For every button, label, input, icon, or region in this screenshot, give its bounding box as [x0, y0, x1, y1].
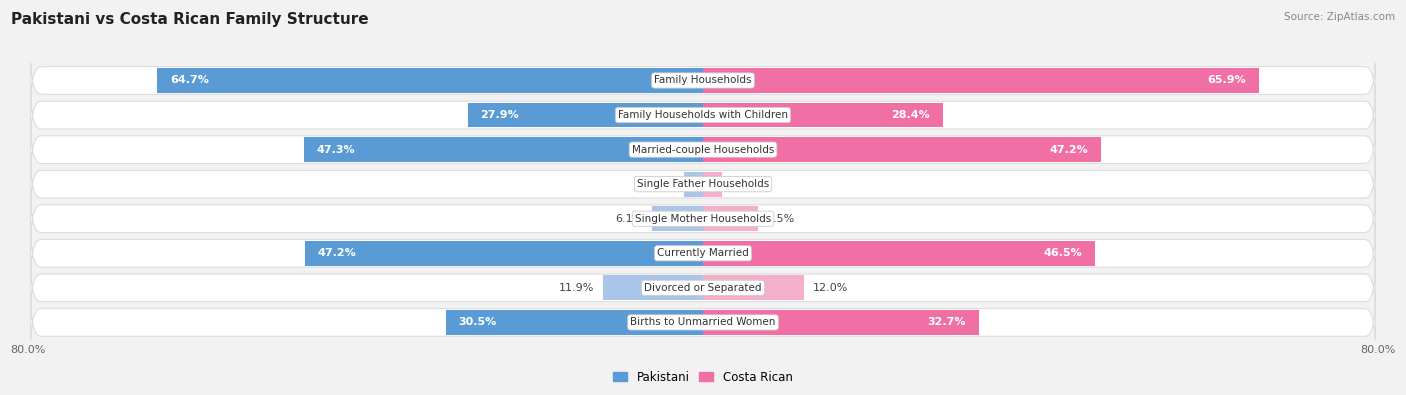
Legend: Pakistani, Costa Rican: Pakistani, Costa Rican: [613, 371, 793, 384]
Text: 12.0%: 12.0%: [813, 283, 848, 293]
Text: 65.9%: 65.9%: [1208, 75, 1246, 85]
FancyBboxPatch shape: [31, 191, 1375, 246]
FancyBboxPatch shape: [31, 122, 1375, 177]
FancyBboxPatch shape: [31, 156, 1375, 212]
Text: Single Mother Households: Single Mother Households: [636, 214, 770, 224]
Text: Divorced or Separated: Divorced or Separated: [644, 283, 762, 293]
Text: 46.5%: 46.5%: [1043, 248, 1083, 258]
Bar: [703, 275, 804, 300]
Bar: [446, 310, 703, 335]
Text: 47.2%: 47.2%: [1050, 145, 1088, 154]
FancyBboxPatch shape: [31, 53, 1375, 108]
Text: Family Households: Family Households: [654, 75, 752, 85]
Bar: [468, 103, 703, 128]
Text: 32.7%: 32.7%: [928, 318, 966, 327]
Bar: [703, 137, 1101, 162]
Text: 27.9%: 27.9%: [481, 110, 519, 120]
Text: Births to Unmarried Women: Births to Unmarried Women: [630, 318, 776, 327]
Text: 28.4%: 28.4%: [891, 110, 929, 120]
Bar: [703, 172, 723, 197]
Bar: [703, 241, 1095, 266]
Text: 47.3%: 47.3%: [316, 145, 356, 154]
Bar: [651, 206, 703, 231]
Text: Currently Married: Currently Married: [657, 248, 749, 258]
Bar: [703, 103, 942, 128]
Bar: [703, 68, 1258, 93]
Text: Family Households with Children: Family Households with Children: [619, 110, 787, 120]
Bar: [305, 241, 703, 266]
Text: 47.2%: 47.2%: [318, 248, 356, 258]
Text: 6.5%: 6.5%: [766, 214, 794, 224]
Text: Source: ZipAtlas.com: Source: ZipAtlas.com: [1284, 12, 1395, 22]
Bar: [683, 172, 703, 197]
Bar: [703, 206, 758, 231]
Text: Married-couple Households: Married-couple Households: [631, 145, 775, 154]
FancyBboxPatch shape: [31, 260, 1375, 316]
Text: 11.9%: 11.9%: [558, 283, 595, 293]
FancyBboxPatch shape: [31, 87, 1375, 143]
Text: 2.3%: 2.3%: [731, 179, 759, 189]
Text: Pakistani vs Costa Rican Family Structure: Pakistani vs Costa Rican Family Structur…: [11, 12, 368, 27]
Bar: [603, 275, 703, 300]
Bar: [304, 137, 703, 162]
Text: 30.5%: 30.5%: [458, 318, 496, 327]
Text: 2.3%: 2.3%: [647, 179, 675, 189]
Text: 6.1%: 6.1%: [614, 214, 643, 224]
FancyBboxPatch shape: [31, 295, 1375, 350]
FancyBboxPatch shape: [31, 226, 1375, 281]
Text: Single Father Households: Single Father Households: [637, 179, 769, 189]
Text: 64.7%: 64.7%: [170, 75, 208, 85]
Bar: [703, 310, 979, 335]
Bar: [157, 68, 703, 93]
